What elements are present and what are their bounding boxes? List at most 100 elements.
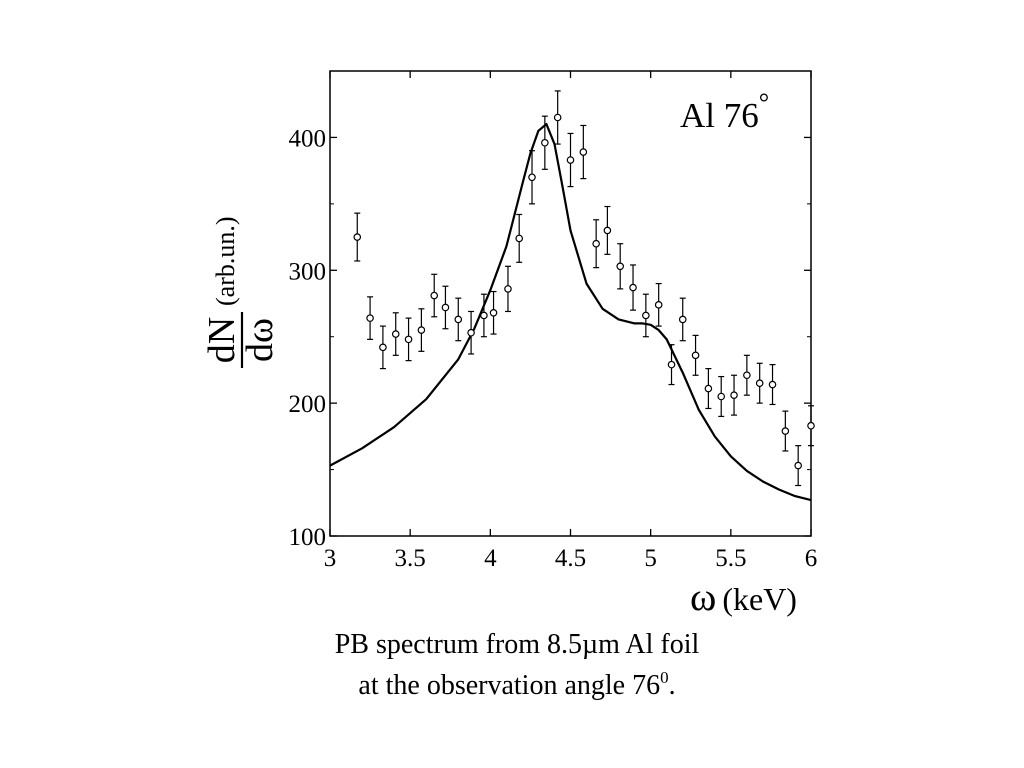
theory-curve-layer [329,123,812,502]
point-marker [566,156,575,164]
point-marker [704,384,713,393]
point-marker [417,326,426,334]
point-marker [489,308,498,317]
caption-line-2: at the observation angle 760. [0,669,1024,703]
data-point [592,219,600,269]
x-tick-label: 4 [484,545,497,572]
data-point [642,293,650,338]
data-point [794,445,802,487]
x-tick-label: 6 [805,545,818,572]
point-marker [807,421,815,430]
caption-line-2-text: at the observation angle 76 [358,670,661,701]
y-label-unit: (arb.un.) [211,216,240,306]
point-marker [678,315,687,324]
point-marker [616,262,625,271]
y-tick-label: 200 [289,391,327,418]
data-point [391,312,400,356]
data-point [379,325,387,370]
data-point [454,297,463,342]
data-point [566,132,575,188]
annotation-degree: ° [759,88,769,117]
point-marker [441,303,450,312]
data-point [430,273,439,318]
point-marker [755,379,764,388]
data-point [730,374,738,416]
point-marker [691,351,700,360]
x-axis-label: ω (keV) [690,574,797,619]
data-point [353,212,362,262]
data-point [541,115,549,170]
data-point [579,124,588,180]
point-marker [603,226,612,235]
point-marker [430,291,439,300]
data-point [616,243,625,290]
data-point [629,264,637,311]
data-point [404,317,413,362]
point-marker [579,148,588,156]
y-label-numerator: dN [201,317,243,363]
x-tick-label: 5 [644,545,657,572]
point-marker [454,315,463,324]
data-point [755,362,764,404]
data-points-layer [353,90,815,487]
point-marker [642,311,650,320]
data-point [528,150,536,205]
point-marker [467,328,475,337]
y-label-denominator: dω [239,318,281,362]
point-marker [528,173,536,182]
data-point [743,354,751,396]
annotation-label: Al 76° [680,88,769,135]
x-label-unit: (keV) [722,581,797,617]
data-point [717,375,726,418]
y-tick-label: 400 [289,125,327,152]
point-marker [366,314,374,322]
data-point [480,293,488,338]
point-marker [654,301,663,309]
point-marker [743,371,751,380]
data-point [667,344,676,386]
point-marker [404,335,413,344]
x-tick-label: 5.5 [715,545,746,572]
point-marker [768,380,777,389]
point-marker [592,239,600,248]
point-marker [629,283,637,292]
point-marker [391,330,400,338]
data-point [807,405,815,447]
data-point [489,290,498,335]
x-tick-label: 3 [324,545,337,572]
x-tick-label: 3.5 [395,545,426,572]
data-point [768,364,777,406]
data-point [654,282,663,327]
data-point [441,285,450,330]
theory-curve [329,123,812,502]
point-marker [553,113,562,122]
point-marker [794,461,802,470]
data-point [417,308,426,352]
point-marker [717,392,726,401]
data-point [553,90,562,145]
caption-line-1: PB spectrum from 8.5µm Al foil [334,629,700,660]
data-point [366,296,374,340]
data-point [603,205,612,255]
y-axis-ticks: 100 200 300 400 [289,125,811,551]
x-axis-ticks: 3 3.5 4 4.5 5 5.5 6 [324,71,818,572]
point-marker [730,391,738,399]
data-point [704,368,713,410]
point-marker [353,233,362,241]
data-point [467,310,475,355]
caption-superscript: 0 [660,668,669,687]
y-tick-label: 300 [289,258,327,285]
point-marker [379,343,387,352]
point-marker [667,360,676,369]
caption-line-2-end: . [668,670,676,701]
x-label-omega: ω [690,574,716,619]
point-marker [504,285,512,293]
point-marker [781,427,790,435]
point-marker [541,138,549,147]
y-axis-label: dN dω (arb.un.) [201,216,281,368]
data-point [691,334,700,376]
y-tick-label: 100 [289,524,327,551]
point-marker [480,311,488,320]
